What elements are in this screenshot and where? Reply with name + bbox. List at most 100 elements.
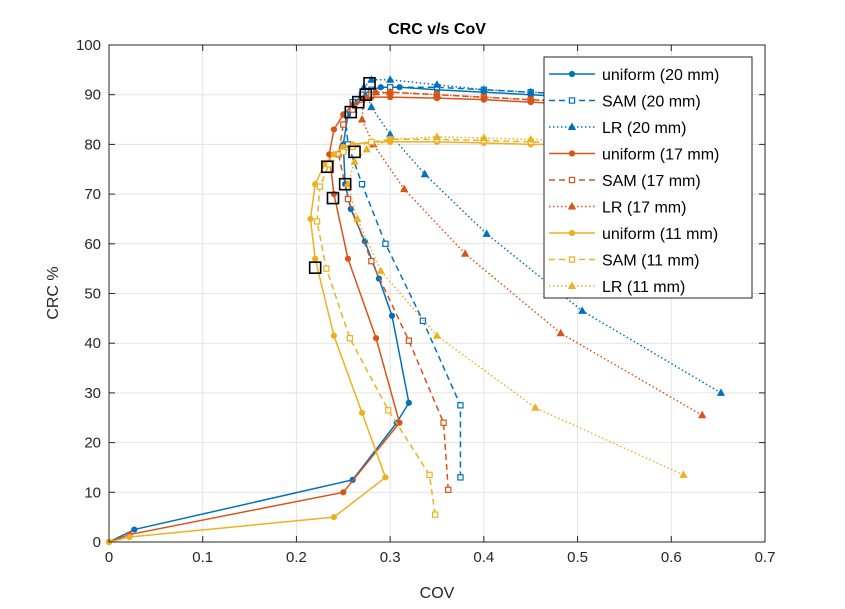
legend: uniform (20 mm) SAM (20 mm) LR (20 mm) unif… bbox=[543, 56, 753, 299]
highlighted-point bbox=[321, 160, 334, 174]
data-point bbox=[330, 332, 338, 339]
data-point bbox=[340, 148, 347, 156]
y-tick-label: 70 bbox=[84, 186, 101, 203]
series-line bbox=[108, 141, 625, 543]
chart-title: CRC v/s CoV bbox=[388, 21, 486, 38]
y-tick-label: 0 bbox=[93, 534, 101, 551]
data-point bbox=[679, 470, 688, 478]
legend-item: SAM (20 mm) bbox=[549, 94, 701, 111]
x-tick-label: 0.4 bbox=[473, 549, 494, 566]
data-point bbox=[405, 399, 412, 406]
data-point bbox=[432, 132, 442, 140]
data-point bbox=[313, 218, 321, 225]
axis-ticks: 0 0.1 0.2 0.3 0.4 0.5 0.6 0.7 0 10 20 30 40 50 60 70 80 9… bbox=[76, 37, 775, 566]
data-point bbox=[698, 410, 707, 419]
x-tick-label: 0.6 bbox=[661, 549, 682, 566]
legend-marker bbox=[568, 229, 576, 237]
data-point bbox=[432, 331, 442, 339]
series-line bbox=[316, 138, 625, 515]
data-point bbox=[479, 133, 489, 141]
legend-label: uniform (17 mm) bbox=[602, 147, 719, 164]
data-point bbox=[385, 407, 392, 414]
y-tick-label: 10 bbox=[84, 484, 101, 501]
data-point bbox=[340, 489, 347, 496]
highlighted-point bbox=[351, 95, 365, 109]
legend-label: LR (17 mm) bbox=[602, 200, 686, 217]
y-tick-label: 20 bbox=[84, 435, 101, 452]
y-tick-label: 100 bbox=[76, 37, 101, 54]
legend-item: LR (17 mm) bbox=[549, 200, 686, 217]
data-point bbox=[396, 419, 403, 426]
data-point bbox=[368, 257, 375, 265]
data-point bbox=[457, 402, 464, 409]
data-point bbox=[372, 335, 380, 342]
legend-item: LR (11 mm) bbox=[549, 279, 685, 296]
y-tick-label: 60 bbox=[84, 236, 101, 253]
data-point bbox=[578, 306, 587, 314]
data-point bbox=[482, 229, 491, 237]
data-point bbox=[376, 266, 385, 275]
series-line bbox=[363, 79, 722, 394]
legend-label: LR (20 mm) bbox=[602, 120, 686, 137]
data-point bbox=[419, 317, 427, 325]
data-point bbox=[479, 92, 489, 101]
data-point bbox=[330, 126, 338, 133]
data-point bbox=[358, 409, 366, 416]
legend-label: SAM (17 mm) bbox=[602, 173, 701, 190]
data-point bbox=[457, 474, 464, 481]
data-point bbox=[357, 115, 367, 123]
y-axis-title: CRC % bbox=[45, 266, 62, 319]
data-point bbox=[350, 157, 359, 165]
data-point bbox=[526, 134, 535, 143]
data-point bbox=[431, 511, 439, 518]
data-point bbox=[432, 80, 442, 88]
y-tick-label: 80 bbox=[84, 136, 101, 153]
data-point bbox=[479, 85, 489, 93]
legend-label: LR (11 mm) bbox=[602, 279, 685, 296]
data-point bbox=[330, 514, 338, 521]
legend-marker bbox=[567, 201, 577, 210]
legend-label: SAM (20 mm) bbox=[602, 94, 701, 111]
data-point bbox=[126, 533, 133, 541]
data-point bbox=[316, 183, 324, 190]
data-point bbox=[344, 255, 352, 262]
data-point bbox=[405, 337, 413, 344]
x-tick-label: 0.5 bbox=[567, 549, 588, 566]
data-point bbox=[368, 138, 375, 146]
x-tick-label: 0.2 bbox=[286, 549, 307, 566]
legend-marker bbox=[568, 176, 576, 184]
legend-item: SAM (11 mm) bbox=[549, 253, 699, 270]
legend-label: SAM (11 mm) bbox=[602, 253, 699, 270]
data-point bbox=[440, 419, 447, 426]
data-point bbox=[367, 102, 376, 111]
data-point bbox=[388, 312, 396, 319]
data-point bbox=[385, 75, 395, 83]
data-point bbox=[371, 87, 381, 96]
legend-box bbox=[543, 56, 753, 299]
highlighted-point bbox=[359, 88, 373, 101]
data-point bbox=[385, 87, 395, 96]
legend-item: uniform (20 mm) bbox=[549, 67, 719, 84]
legend-item: LR (20 mm) bbox=[549, 120, 686, 137]
data-point bbox=[362, 144, 371, 153]
y-tick-label: 30 bbox=[84, 385, 101, 402]
data-point bbox=[326, 161, 333, 168]
legend-marker bbox=[568, 70, 576, 78]
legend-marker bbox=[568, 97, 576, 104]
legend-marker bbox=[567, 281, 577, 289]
y-tick-label: 40 bbox=[84, 335, 101, 352]
data-point bbox=[716, 388, 726, 396]
data-point bbox=[531, 403, 540, 411]
x-axis-title: COV bbox=[420, 585, 455, 602]
data-point bbox=[382, 240, 389, 247]
highlighted-point bbox=[338, 177, 352, 191]
data-point bbox=[460, 249, 470, 257]
data-point bbox=[400, 184, 409, 193]
highlighted-point bbox=[348, 145, 361, 159]
data-point bbox=[526, 95, 535, 103]
y-tick-label: 90 bbox=[84, 87, 101, 104]
highlight-layer bbox=[308, 76, 376, 274]
legend-item: uniform (11 mm) bbox=[549, 226, 718, 243]
data-point bbox=[323, 265, 330, 272]
